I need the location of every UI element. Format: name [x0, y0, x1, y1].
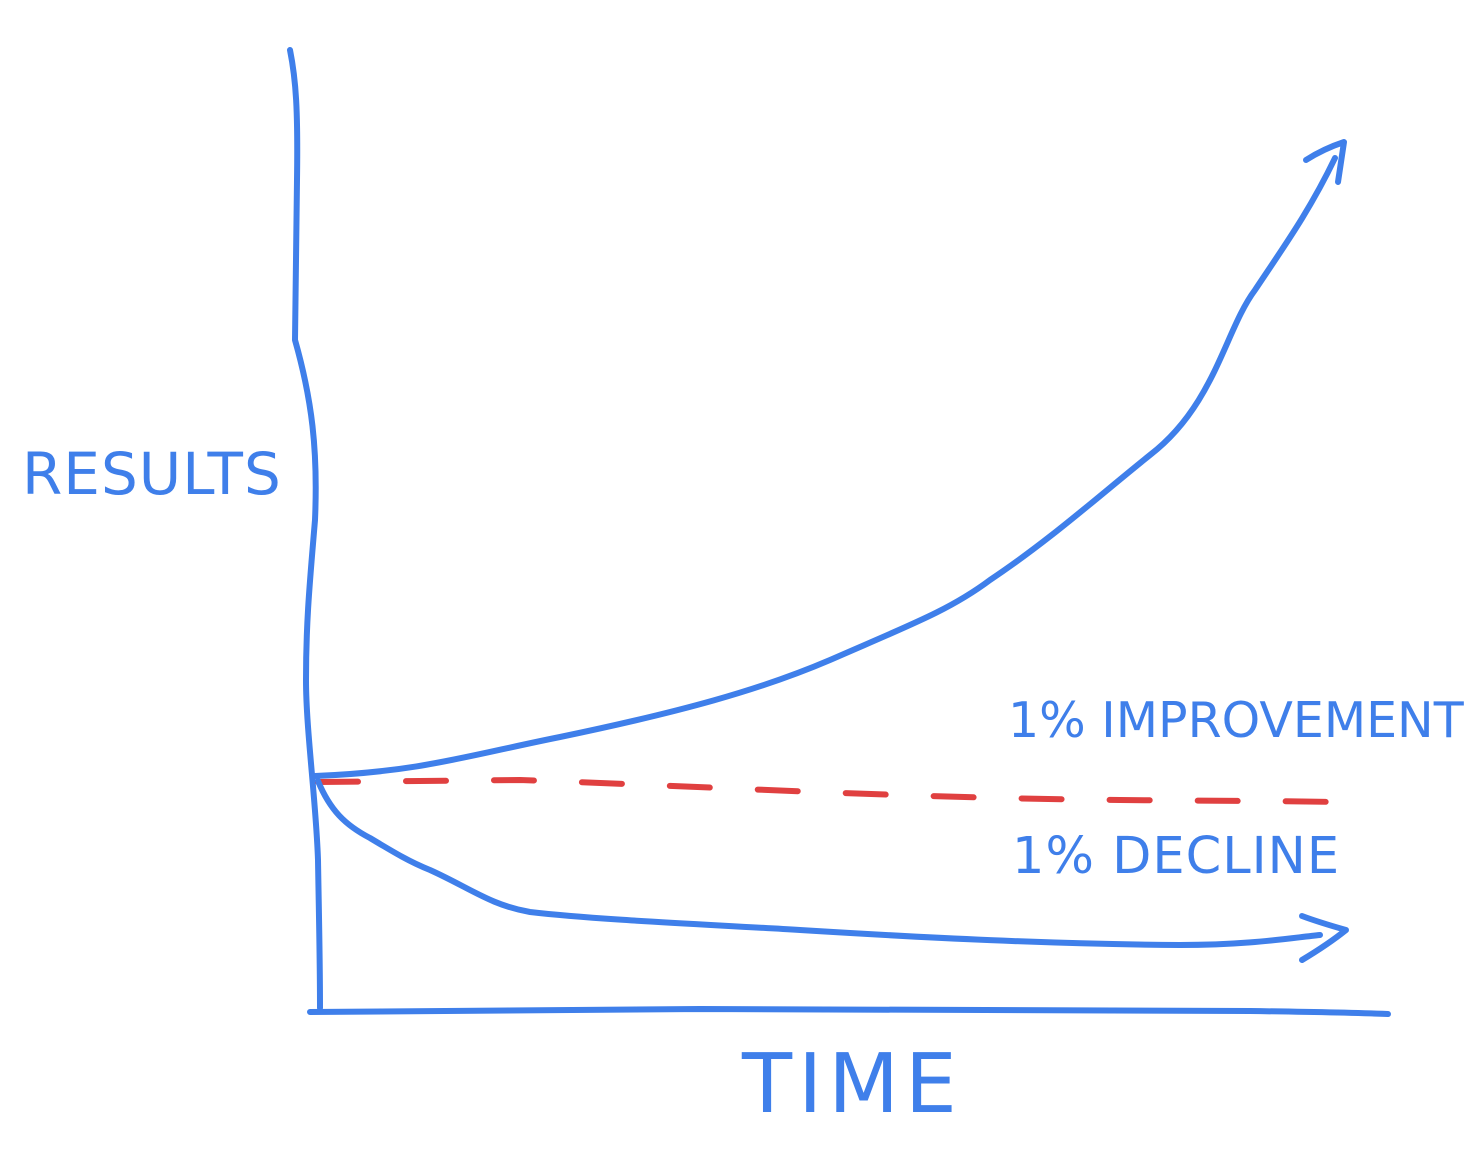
x-axis: [307, 1006, 1391, 1017]
improvement-arrowhead: [1303, 139, 1347, 185]
decline-curve: [315, 778, 1323, 948]
improvement-curve: [312, 155, 1338, 779]
decline-arrowhead: [1299, 913, 1349, 963]
y-axis-label: RESULTS: [22, 440, 282, 508]
x-axis-label: TIME: [741, 1037, 963, 1132]
y-axis: [287, 47, 323, 1011]
decline-label: 1% DECLINE: [1012, 827, 1340, 886]
improvement-label: 1% IMPROVEMENT: [1008, 692, 1465, 749]
baseline-dashed: [315, 776, 1338, 805]
